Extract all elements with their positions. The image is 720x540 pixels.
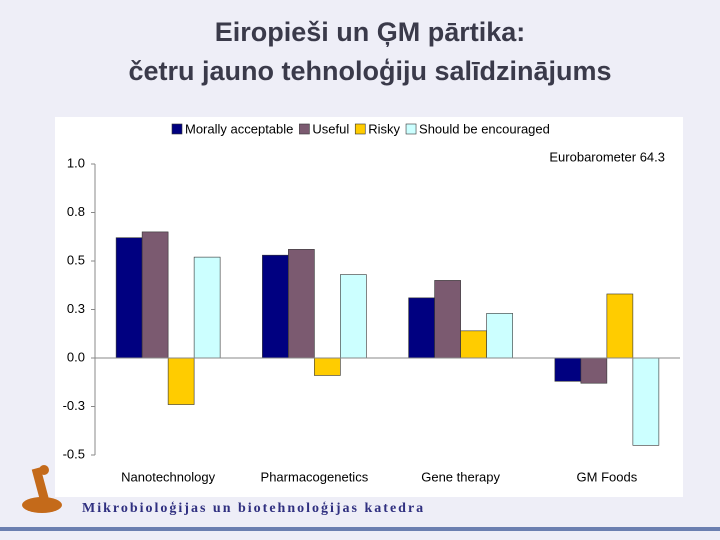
bar: [167, 357, 195, 405]
legend-swatch: [299, 123, 310, 135]
bar: [340, 274, 367, 359]
logo: [22, 465, 62, 513]
y-tick-label: 0.5: [67, 252, 85, 267]
legend-label: Should be encouraged: [419, 121, 550, 136]
bar: [606, 293, 634, 359]
y-tick-label: -0.3: [63, 398, 85, 413]
legend-label: Morally acceptable: [185, 121, 293, 136]
bar: [434, 280, 461, 359]
x-tick-label: Pharmacogenetics: [261, 469, 369, 484]
x-tick-label: Gene therapy: [421, 469, 500, 484]
bar: [580, 357, 608, 384]
bar: [141, 231, 169, 359]
bar: [632, 357, 660, 446]
legend-label: Useful: [312, 121, 349, 136]
x-tick-label: GM Foods: [577, 469, 638, 484]
bar: [554, 357, 582, 382]
y-tick-label: 0.3: [67, 301, 85, 316]
bar: [288, 249, 315, 359]
bar: [115, 237, 143, 359]
y-tick-label: 0.0: [67, 349, 85, 364]
y-tick-label: 0.8: [67, 204, 85, 219]
bar: [486, 313, 513, 359]
legend-swatch: [405, 123, 417, 135]
legend-label: Risky: [368, 121, 400, 136]
bar: [193, 256, 221, 359]
annotation: Eurobarometer 64.3: [549, 149, 665, 164]
title-line: Eiropieši un ĢM pārtika:: [215, 17, 526, 47]
title-line: četru jauno tehnoloģiju salīdzinājums: [128, 56, 611, 86]
bar: [408, 297, 435, 359]
footer: Mikrobioloģijas un biotehnoloģijas kated…: [82, 500, 425, 516]
legend-swatch: [171, 123, 183, 135]
decor-bar: [0, 527, 720, 531]
bar: [460, 330, 487, 359]
y-tick-label: -0.5: [63, 446, 85, 461]
legend-swatch: [354, 123, 366, 135]
bar: [262, 254, 289, 359]
bar: [314, 357, 341, 376]
x-tick-label: Nanotechnology: [121, 469, 215, 484]
y-tick-label: 1.0: [67, 155, 85, 170]
